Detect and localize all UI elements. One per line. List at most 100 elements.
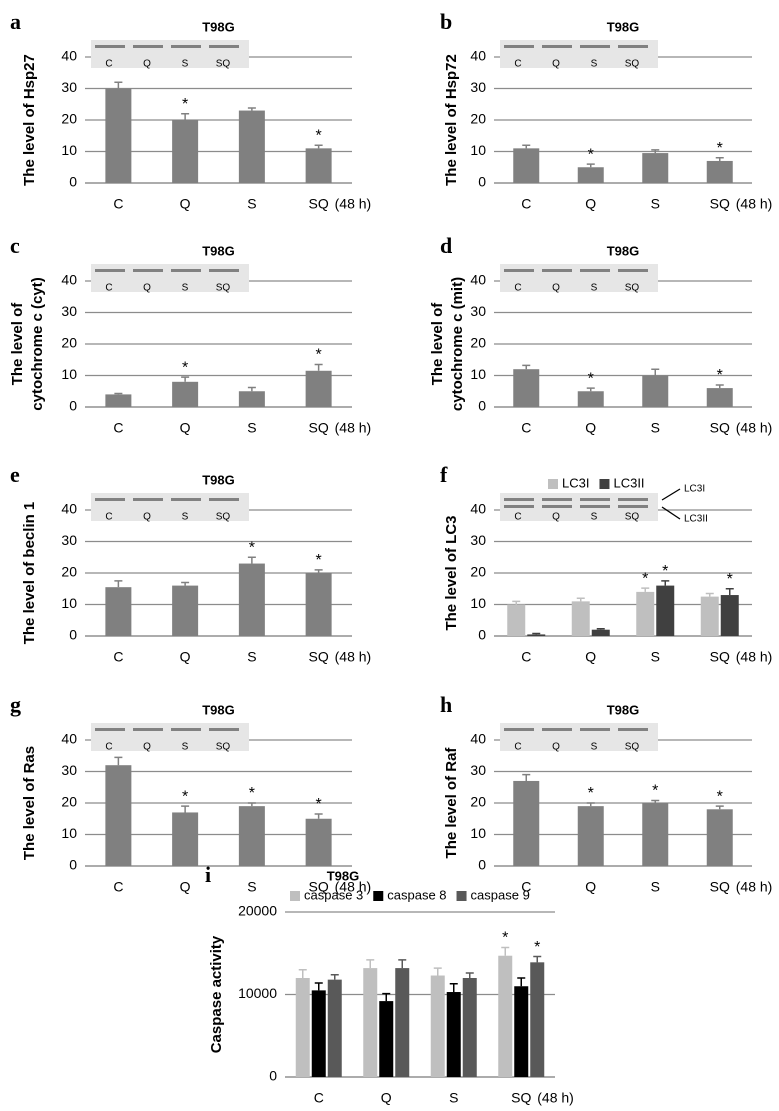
chart-title: T98G [202, 702, 235, 717]
bar [642, 803, 669, 866]
significance-mark: * [502, 930, 508, 947]
y-tick-label: 0 [478, 627, 486, 643]
error-bar [586, 163, 595, 168]
blot-band [171, 728, 201, 731]
legend-swatch [290, 891, 300, 901]
bar [642, 375, 669, 407]
x-tick-label: S [247, 879, 256, 895]
panel-letter: i [205, 862, 211, 887]
blot-lane-label: Q [143, 512, 151, 523]
chart-title: T98G [327, 868, 360, 883]
bar [514, 986, 529, 1077]
error-bar [314, 813, 323, 819]
bar [105, 587, 132, 636]
bar [498, 955, 513, 1077]
x-tick-label: C [113, 649, 123, 665]
blot-band [209, 45, 239, 48]
y-tick-label: 30 [61, 303, 77, 319]
x-tick-label: S [449, 1090, 458, 1106]
y-axis-label: cytochrome c (mit) [449, 277, 466, 411]
blot-band [542, 728, 572, 731]
blot-lane-label: S [591, 512, 598, 523]
error-bar [314, 982, 323, 991]
blot-lane-label: Q [143, 742, 151, 753]
error-bar [398, 959, 407, 969]
error-bar [522, 144, 531, 149]
bar [311, 990, 326, 1077]
y-tick-label: 30 [61, 762, 77, 778]
error-bar [517, 977, 526, 987]
significance-mark: * [588, 785, 594, 802]
y-tick-label: 30 [470, 79, 486, 95]
blot-band [504, 505, 534, 508]
panel-letter: a [10, 9, 21, 34]
y-tick-label: 10 [470, 142, 486, 158]
bar [305, 818, 332, 866]
blot-lane-label: Q [552, 283, 560, 294]
error-bar [586, 387, 595, 392]
significance-mark: * [652, 783, 658, 800]
y-tick-label: 40 [61, 48, 77, 64]
blot [91, 264, 249, 292]
chart-title: T98G [202, 19, 235, 34]
error-bar [522, 773, 531, 781]
blot-band [618, 45, 648, 48]
blot-band [580, 498, 610, 501]
y-tick-label: 0 [478, 398, 486, 414]
blot-band [504, 45, 534, 48]
error-bar [501, 946, 510, 956]
bar [172, 585, 199, 636]
error-bar [651, 368, 660, 376]
error-bar [641, 587, 650, 592]
x-tick-label: S [247, 649, 256, 665]
x-note: (48 h) [335, 879, 372, 895]
x-tick-label: SQ [710, 879, 730, 895]
chart-title: T98G [202, 472, 235, 487]
bar [327, 979, 342, 1077]
y-tick-label: 40 [61, 272, 77, 288]
x-tick-label: Q [585, 420, 596, 436]
y-tick-label: 0 [478, 174, 486, 190]
bar [105, 765, 132, 866]
x-tick-label: Q [585, 196, 596, 212]
blot-lane-label: SQ [625, 512, 640, 523]
error-bar [522, 364, 531, 370]
significance-mark: * [249, 785, 255, 802]
bar [238, 806, 265, 866]
y-tick-label: 20 [61, 564, 77, 580]
x-tick-label: SQ [309, 879, 329, 895]
y-tick-label: 40 [61, 501, 77, 517]
blot-band [95, 269, 125, 272]
blot-lane-label: Q [552, 512, 560, 523]
panel-letter: h [440, 692, 452, 717]
legend-swatch [373, 891, 384, 901]
x-tick-label: C [314, 1090, 324, 1106]
blot-band [580, 728, 610, 731]
error-bar [114, 756, 123, 766]
blot-band-label: LC3II [684, 514, 708, 525]
x-tick-label: SQ [309, 420, 329, 436]
y-tick-label: 20 [61, 794, 77, 810]
blot-band [209, 728, 239, 731]
error-bar [114, 580, 123, 588]
error-bar [181, 376, 190, 382]
blot [91, 723, 249, 751]
error-bar [181, 805, 190, 813]
significance-mark: * [316, 552, 322, 569]
bar [363, 968, 378, 1077]
blot-band [133, 269, 163, 272]
blot-lane-label: C [514, 742, 521, 753]
blot [91, 40, 249, 68]
y-tick-label: 10 [470, 595, 486, 611]
x-tick-label: SQ [309, 649, 329, 665]
bar [238, 391, 265, 407]
bar [706, 809, 733, 866]
x-tick-label: C [113, 879, 123, 895]
x-tick-label: Q [180, 420, 191, 436]
blot-lane-label: C [105, 512, 112, 523]
y-tick-label: 0 [478, 857, 486, 873]
blot-band [504, 498, 534, 501]
blot-band [618, 269, 648, 272]
legend-swatch [548, 479, 558, 489]
significance-mark: * [316, 347, 322, 364]
